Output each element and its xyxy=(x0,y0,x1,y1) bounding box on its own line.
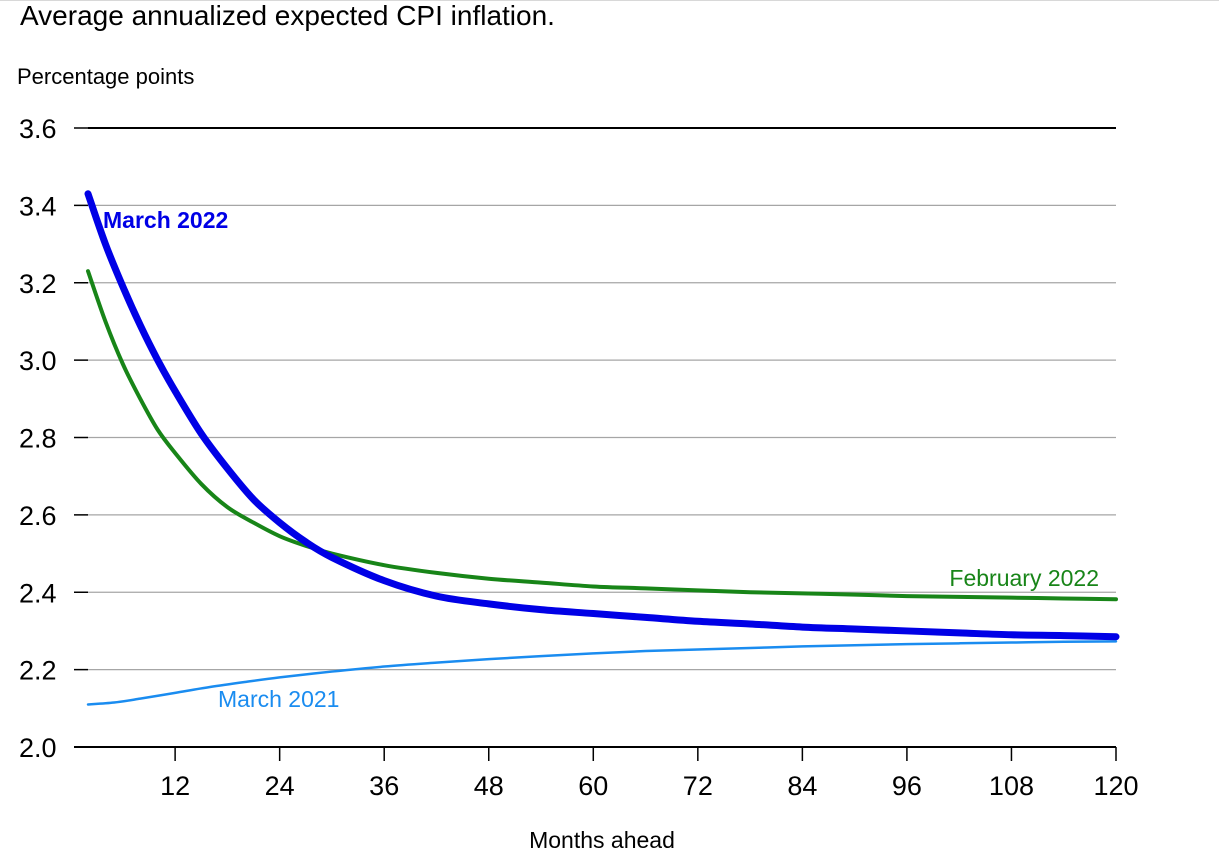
x-tick-label: 36 xyxy=(369,771,399,801)
series-label-march-2021: March 2021 xyxy=(218,686,339,712)
y-tick-label: 2.6 xyxy=(19,501,57,531)
top-rule xyxy=(0,0,1219,1)
series-line-march-2021 xyxy=(86,640,1118,706)
label-layer: March 2022 February 2022 March 2021 xyxy=(103,207,1099,712)
x-tick-label: 48 xyxy=(474,771,504,801)
y-tick-label: 3.2 xyxy=(19,269,57,299)
series-layer xyxy=(84,190,1120,706)
x-tick-label: 12 xyxy=(160,771,190,801)
x-tick-label: 96 xyxy=(892,771,922,801)
series-label-march-2022: March 2022 xyxy=(103,207,228,233)
y-tick-label: 3.0 xyxy=(19,346,57,376)
y-tick-label: 2.0 xyxy=(19,733,57,763)
x-tick-label: 72 xyxy=(683,771,713,801)
series-label-february-2022: February 2022 xyxy=(949,565,1099,591)
x-tick-label: 84 xyxy=(787,771,817,801)
grid-layer xyxy=(88,127,1116,671)
y-tick-label: 3.4 xyxy=(19,191,57,221)
series-line-march-2022 xyxy=(84,190,1120,641)
y-axis-unit-label: Percentage points xyxy=(17,64,195,89)
y-tick-label: 2.8 xyxy=(19,424,57,454)
y-tick-label: 2.2 xyxy=(19,656,57,686)
x-tick-label: 24 xyxy=(265,771,295,801)
x-tick-label: 120 xyxy=(1093,771,1138,801)
y-tick-label: 2.4 xyxy=(19,578,57,608)
x-tick-label: 60 xyxy=(578,771,608,801)
chart-title: Average annualized expected CPI inflatio… xyxy=(20,0,555,31)
x-axis-title: Months ahead xyxy=(529,827,675,853)
x-tick-label: 108 xyxy=(989,771,1034,801)
axis-layer: 2.0 2.2 2.4 2.6 2.8 3.0 3.2 3.4 3.6 12 24 36 48 60 72 8… xyxy=(19,114,1139,801)
y-tick-label: 3.6 xyxy=(19,114,57,144)
series-line-february-2022 xyxy=(86,269,1118,602)
